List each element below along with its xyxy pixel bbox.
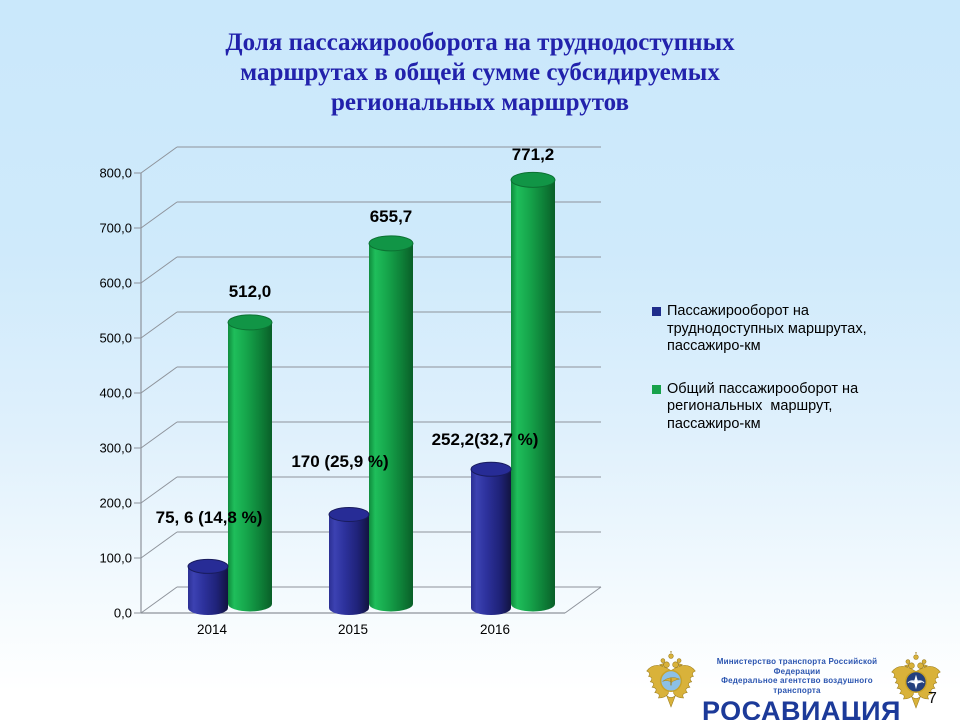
y-tick-label: 800,0	[99, 166, 132, 181]
gridline-depth	[140, 366, 178, 394]
x-category-label: 2014	[197, 622, 228, 637]
x-category-label: 2015	[338, 622, 368, 637]
rosaviation-eagle-star-icon	[891, 652, 941, 709]
x-category-label: 2016	[480, 622, 510, 637]
chart-legend: Пассажирооборот на труднодоступных маршр…	[652, 303, 892, 458]
legend-item-hard-routes: Пассажирооборот на труднодоступных маршр…	[652, 303, 892, 356]
y-tick-label: 400,0	[99, 386, 132, 401]
data-label-total-2014: 512,0	[229, 282, 272, 301]
legend-line: Общий пассажирооборот на	[667, 380, 859, 397]
y-tick-label: 700,0	[99, 221, 132, 236]
data-label-hard-2014: 75, 6 (14,8 %)	[156, 508, 263, 527]
bar-hard-routes-2015-top	[328, 507, 370, 522]
bar-hard-routes-2014-top	[187, 558, 229, 574]
gridline-depth	[140, 421, 178, 449]
legend-line: пассажиро-км	[667, 338, 761, 354]
bar-total-2014-top	[227, 314, 273, 331]
y-tick-label: 500,0	[99, 331, 132, 346]
footer: Министерство транспорта Российской Федер…	[0, 645, 960, 720]
bar-total-2014	[228, 322, 272, 612]
bar-total-2016-top	[510, 171, 556, 188]
bar-hard-routes-2016	[471, 469, 511, 615]
gridline-depth	[140, 476, 178, 504]
page-number: 7	[928, 690, 937, 707]
y-tick-label: 600,0	[99, 276, 132, 291]
bar-hard-routes-2015	[329, 514, 369, 615]
legend-line: Пассажирооборот на	[667, 303, 809, 319]
y-tick-label: 300,0	[99, 441, 132, 456]
bar-hard-routes-2014	[188, 566, 228, 615]
data-label-total-2015: 655,7	[370, 207, 413, 226]
rosaviation-eagle-globe-icon	[646, 651, 696, 708]
gridline-depth	[140, 531, 178, 559]
bar-total-2015-top	[368, 235, 414, 252]
bar-total-2016	[511, 179, 555, 612]
gridline-depth	[140, 586, 178, 614]
gridline-depth	[140, 311, 178, 339]
ministry-line-2: Федеральное агентство воздушного транспо…	[721, 676, 873, 695]
gridline-depth	[140, 146, 178, 174]
y-tick-label: 200,0	[99, 496, 132, 511]
title-line-2: маршрутах в общей сумме субсидируемых	[240, 59, 720, 86]
data-label-hard-2015: 170 (25,9 %)	[291, 452, 388, 471]
gridline-depth	[140, 201, 178, 229]
agency-text-block: Министерство транспорта Российской Федер…	[702, 657, 901, 720]
y-tick-label: 0,0	[114, 606, 132, 621]
legend-line: труднодоступных маршрутах,	[667, 320, 867, 337]
legend-item-total-regional: Общий пассажирооборот на региональных ма…	[652, 381, 892, 434]
data-label-total-2016: 771,2	[512, 145, 555, 164]
data-label-hard-2016: 252,2(32,7 %)	[432, 430, 539, 449]
title-line-1: Доля пассажирооборота на труднодоступных	[225, 29, 735, 56]
bar-total-2015	[369, 243, 413, 612]
title-line-3: региональных маршрутов	[330, 89, 630, 116]
y-tick-label: 100,0	[99, 551, 132, 566]
ministry-line-1: Министерство транспорта Российской Федер…	[716, 657, 878, 676]
legend-line: пассажиро-км	[667, 415, 761, 432]
legend-marker-green-icon	[652, 384, 661, 394]
legend-line: региональных маршрут,	[667, 398, 833, 414]
agency-name: РОСАВИАЦИЯ	[702, 696, 901, 720]
legend-marker-blue-icon	[652, 307, 661, 316]
floor-right-edge	[564, 586, 602, 614]
bar-hard-routes-2016-top	[470, 461, 512, 477]
slide-title: Доля пассажирооборота на труднодоступных…	[0, 28, 960, 118]
gridline-depth	[140, 256, 178, 284]
